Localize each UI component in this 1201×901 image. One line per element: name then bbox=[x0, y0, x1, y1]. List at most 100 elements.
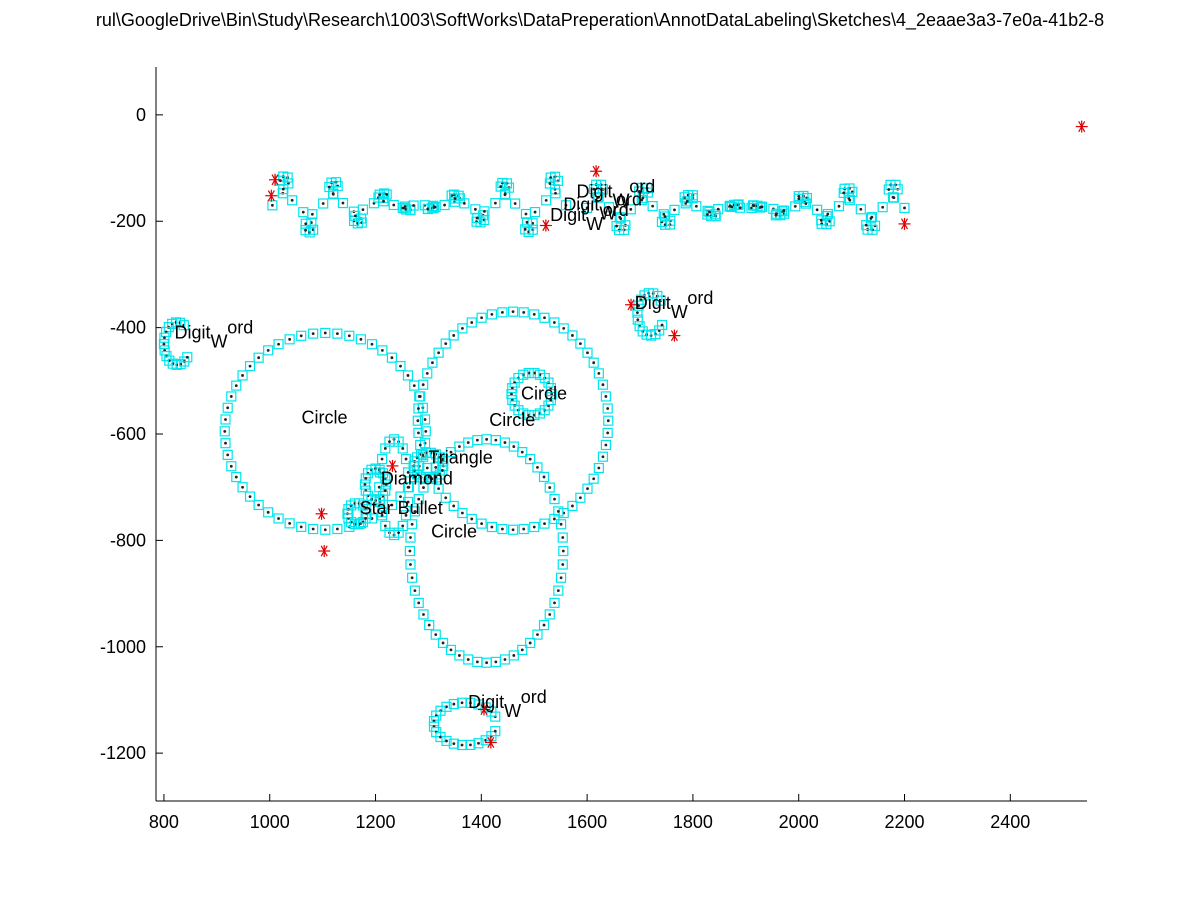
stroke-point bbox=[513, 202, 517, 205]
stroke-point-box bbox=[428, 721, 440, 732]
stroke-point bbox=[592, 187, 596, 191]
x-tick-label: 800 bbox=[149, 812, 179, 832]
stroke-point-box bbox=[220, 414, 231, 425]
stroke-point bbox=[663, 215, 667, 218]
stroke-point-box bbox=[557, 532, 568, 543]
y-tick-label: -1200 bbox=[100, 743, 146, 763]
stroke-point bbox=[556, 589, 560, 593]
stroke-point bbox=[234, 475, 238, 479]
stroke-point bbox=[388, 440, 391, 444]
stroke-point bbox=[493, 729, 497, 733]
stroke-point bbox=[164, 330, 168, 334]
stroke-point-box bbox=[726, 201, 737, 213]
stroke-point-box bbox=[446, 190, 457, 201]
x-axis-ticks: 800 1000 1200 1400 1600 1800 2000 2200 2400 bbox=[149, 794, 1030, 832]
stroke-point bbox=[327, 185, 331, 189]
stroke-point bbox=[554, 191, 557, 195]
stroke-point bbox=[804, 202, 808, 206]
stroke-point-box bbox=[899, 202, 910, 214]
stroke-point-box bbox=[332, 328, 343, 339]
stroke-point-box bbox=[838, 187, 849, 198]
shape-label: Triangle bbox=[428, 447, 492, 467]
stroke-point-box bbox=[625, 204, 636, 215]
stroke-point-box bbox=[409, 585, 420, 596]
stroke-point-box bbox=[377, 345, 388, 356]
stroke-point bbox=[270, 203, 274, 207]
stroke-point-box bbox=[654, 325, 665, 336]
stroke-point bbox=[417, 407, 420, 410]
stroke-point-box bbox=[402, 370, 414, 381]
stroke-point bbox=[552, 321, 556, 324]
stroke-point bbox=[304, 222, 308, 226]
stroke-point bbox=[426, 207, 430, 211]
shape-label: Diamond bbox=[381, 469, 453, 489]
stroke-point-box bbox=[244, 491, 256, 502]
stroke-point bbox=[290, 198, 294, 202]
stroke-point-box bbox=[683, 189, 694, 201]
stroke-point-box bbox=[800, 198, 811, 209]
stroke-point bbox=[470, 517, 474, 521]
stroke-point bbox=[636, 311, 639, 314]
stroke-point bbox=[477, 703, 480, 706]
endpoint-asterisk bbox=[265, 189, 278, 202]
stroke-point-box bbox=[418, 609, 429, 620]
stroke-point bbox=[536, 466, 539, 469]
stroke-point-box bbox=[345, 500, 357, 511]
stroke-point-box bbox=[691, 201, 702, 212]
stroke-point bbox=[641, 196, 645, 200]
stroke-point bbox=[548, 613, 552, 616]
stroke-point bbox=[586, 487, 589, 491]
stroke-point-box bbox=[544, 482, 555, 493]
stroke-point-box bbox=[659, 211, 671, 222]
stroke-point-box bbox=[244, 360, 256, 372]
stroke-point-box bbox=[413, 597, 424, 609]
stroke-point-box bbox=[539, 312, 550, 323]
stroke-point bbox=[441, 641, 445, 645]
stroke-point-box bbox=[497, 177, 508, 189]
stroke-point-box bbox=[360, 485, 371, 496]
stroke-point-box bbox=[407, 572, 418, 583]
stroke-point bbox=[601, 383, 605, 387]
stroke-point bbox=[469, 701, 472, 705]
stroke-point bbox=[406, 500, 410, 504]
stroke-point-box bbox=[567, 500, 578, 512]
stroke-point bbox=[444, 496, 448, 500]
shape-label: DigitWord bbox=[577, 176, 656, 210]
stroke-point bbox=[331, 192, 335, 196]
axes bbox=[155, 67, 1087, 802]
stroke-point bbox=[542, 475, 546, 479]
stroke-point bbox=[383, 524, 387, 528]
stroke-point bbox=[445, 705, 448, 709]
stroke-point-box bbox=[167, 318, 178, 329]
stroke-point bbox=[848, 198, 852, 202]
stroke-point-box bbox=[386, 499, 398, 511]
stroke-point-box bbox=[593, 192, 604, 203]
stroke-point-box bbox=[632, 307, 643, 318]
stroke-point-box bbox=[557, 559, 568, 570]
stroke-point bbox=[782, 209, 786, 212]
stroke-point-box bbox=[220, 438, 231, 449]
stroke-point bbox=[277, 342, 280, 346]
stroke-point-box bbox=[635, 294, 647, 305]
stroke-point-box bbox=[182, 352, 193, 363]
stroke-point-box bbox=[529, 410, 540, 421]
stroke-point bbox=[406, 374, 410, 377]
stroke-point bbox=[383, 447, 387, 450]
stroke-point-box bbox=[284, 334, 295, 345]
stroke-point-box bbox=[725, 200, 736, 211]
shape-label: Circle bbox=[521, 383, 567, 403]
stroke-point bbox=[752, 204, 756, 208]
shape-label: Circle bbox=[301, 407, 347, 427]
stroke-point-box bbox=[517, 447, 528, 458]
stroke-point bbox=[660, 323, 664, 327]
stroke-point bbox=[887, 188, 891, 191]
stroke-point bbox=[601, 455, 605, 459]
stroke-point bbox=[335, 527, 339, 531]
stroke-point bbox=[418, 395, 422, 398]
stroke-point bbox=[842, 191, 846, 195]
stroke-point bbox=[323, 528, 327, 532]
stroke-point-box bbox=[422, 368, 433, 379]
stroke-point bbox=[364, 477, 368, 480]
stroke-point-box bbox=[278, 184, 289, 195]
